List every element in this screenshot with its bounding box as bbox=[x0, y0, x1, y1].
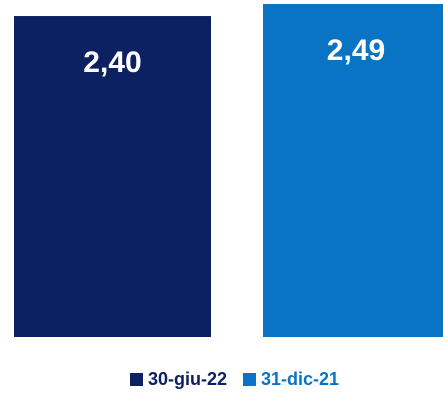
bar-chart: 2,40 2,49 bbox=[14, 4, 443, 338]
legend-item-31-dic-21: 31-dic-21 bbox=[242, 369, 340, 389]
bar-value-label-31-dic-21: 2,49 bbox=[327, 34, 385, 67]
bar-30-giu-22 bbox=[14, 16, 211, 338]
bar-value-label-30-giu-22: 2,40 bbox=[83, 46, 141, 79]
chart-legend: 30-giu-22 31-dic-21 bbox=[0, 370, 443, 388]
bar-31-dic-21 bbox=[263, 4, 443, 337]
legend-swatch-30-giu-22 bbox=[129, 372, 143, 386]
legend-swatch-31-dic-21 bbox=[242, 372, 256, 386]
legend-label-30-giu-22: 30-giu-22 bbox=[147, 369, 227, 389]
legend-label-31-dic-21: 31-dic-21 bbox=[260, 369, 340, 389]
legend-item-30-giu-22: 30-giu-22 bbox=[129, 369, 227, 389]
